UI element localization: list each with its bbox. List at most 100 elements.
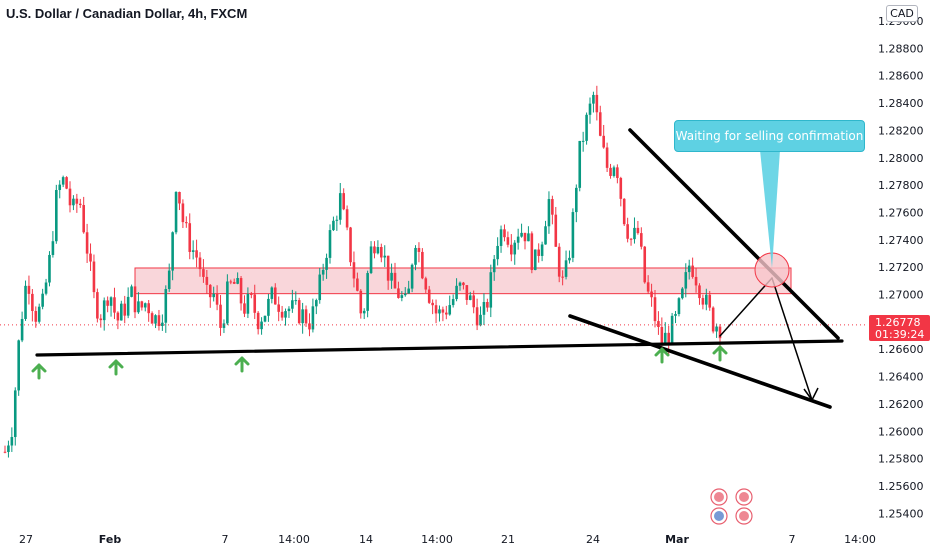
candle-body bbox=[78, 203, 82, 206]
candle-body bbox=[390, 272, 393, 281]
candle-body bbox=[20, 318, 24, 341]
candle-body bbox=[687, 265, 691, 273]
candle-body bbox=[438, 309, 441, 314]
projection-up-line bbox=[719, 277, 773, 337]
candle-body bbox=[366, 273, 369, 311]
candle-body bbox=[540, 244, 544, 256]
candle-body bbox=[260, 321, 263, 330]
candle-body bbox=[622, 198, 626, 225]
candle-body bbox=[167, 270, 171, 290]
candle-body bbox=[510, 244, 513, 255]
candle-body bbox=[311, 306, 315, 330]
candle-body bbox=[82, 205, 85, 233]
candle-body bbox=[116, 312, 120, 321]
candle-body bbox=[157, 315, 161, 326]
chart-title: U.S. Dollar / Canadian Dollar, 4h, FXCM bbox=[6, 6, 248, 21]
candle-body bbox=[17, 340, 20, 391]
candle-body bbox=[140, 301, 144, 308]
y-tick-label: 1.27600 bbox=[878, 206, 924, 219]
candle-body bbox=[554, 214, 558, 247]
candle-body bbox=[143, 303, 147, 308]
candle-body bbox=[65, 177, 68, 189]
y-tick-label: 1.26400 bbox=[878, 371, 924, 384]
candle-body bbox=[373, 246, 376, 254]
candle-body bbox=[551, 199, 554, 215]
y-tick-label: 1.26200 bbox=[878, 398, 924, 411]
candle-body bbox=[359, 290, 363, 314]
candle-body bbox=[657, 321, 660, 328]
candle-body bbox=[513, 242, 517, 255]
candle-body bbox=[441, 309, 445, 313]
x-tick-label: Feb bbox=[99, 533, 122, 546]
candle-body bbox=[24, 285, 27, 319]
candle-body bbox=[212, 293, 215, 298]
x-tick-label: 14 bbox=[359, 533, 373, 546]
callout-box: Waiting for selling confirmation bbox=[674, 120, 865, 152]
candle-body bbox=[547, 199, 551, 227]
candle-body bbox=[106, 300, 109, 306]
candle-body bbox=[267, 298, 270, 316]
candle-body bbox=[92, 261, 96, 293]
candle-body bbox=[120, 303, 123, 321]
candle-body bbox=[571, 212, 575, 258]
candle-body bbox=[133, 286, 137, 313]
candle-body bbox=[185, 222, 188, 224]
candle-body bbox=[568, 257, 571, 261]
callout-pointer bbox=[760, 150, 780, 268]
candle-body bbox=[711, 307, 715, 332]
candle-body bbox=[530, 233, 534, 271]
candle-body bbox=[653, 297, 657, 322]
candle-body bbox=[506, 237, 510, 245]
candle-body bbox=[629, 238, 633, 240]
candle-body bbox=[208, 284, 212, 298]
candle-body bbox=[277, 304, 280, 312]
candle-body bbox=[410, 264, 414, 289]
candle-body bbox=[178, 191, 181, 204]
candle-body bbox=[219, 304, 222, 328]
candle-body bbox=[431, 302, 434, 306]
candle-body bbox=[602, 135, 605, 148]
candle-body bbox=[451, 299, 455, 306]
candle-body bbox=[386, 255, 390, 281]
candle-body bbox=[61, 177, 65, 185]
flag-icon bbox=[739, 492, 749, 502]
candle-body bbox=[407, 288, 410, 294]
candle-body bbox=[427, 289, 431, 303]
support-line bbox=[35, 339, 844, 357]
y-tick-label: 1.28200 bbox=[878, 124, 924, 137]
last-price-value: 1.26778 bbox=[875, 316, 921, 329]
candle-body bbox=[297, 300, 301, 324]
x-tick-label: 14:00 bbox=[421, 533, 453, 546]
candle-body bbox=[226, 281, 229, 324]
candle-body bbox=[147, 303, 150, 314]
candle-body bbox=[445, 312, 448, 315]
candle-body bbox=[718, 326, 722, 339]
candle-body bbox=[376, 247, 380, 254]
candle-body bbox=[284, 311, 287, 318]
y-axis: 1.25400 1.25600 1.25800 1.26000 1.26200 1.264… bbox=[878, 15, 924, 520]
candle-body bbox=[701, 298, 705, 305]
y-tick-label: 1.27800 bbox=[878, 179, 924, 192]
trend-drawings bbox=[31, 128, 844, 409]
x-tick-label: 14:00 bbox=[844, 533, 876, 546]
candle-body bbox=[273, 287, 277, 305]
candle-body bbox=[270, 287, 274, 299]
bar-countdown: 01:39:24 bbox=[875, 328, 925, 341]
event-flags bbox=[710, 488, 753, 525]
candle-body bbox=[465, 285, 469, 300]
candle-body bbox=[499, 229, 503, 246]
y-tick-label: 1.28000 bbox=[878, 152, 924, 165]
currency-button[interactable]: CAD bbox=[886, 5, 918, 22]
candle-body bbox=[232, 282, 236, 284]
candle-body bbox=[37, 306, 41, 322]
candle-body bbox=[626, 224, 629, 239]
candle-body bbox=[640, 233, 643, 247]
candle-body bbox=[362, 310, 366, 314]
candle-body bbox=[250, 293, 253, 295]
candle-body bbox=[198, 257, 202, 270]
candle-body bbox=[256, 312, 260, 330]
candle-body bbox=[325, 257, 328, 270]
candle-body bbox=[434, 305, 438, 314]
candle-body bbox=[472, 295, 475, 308]
